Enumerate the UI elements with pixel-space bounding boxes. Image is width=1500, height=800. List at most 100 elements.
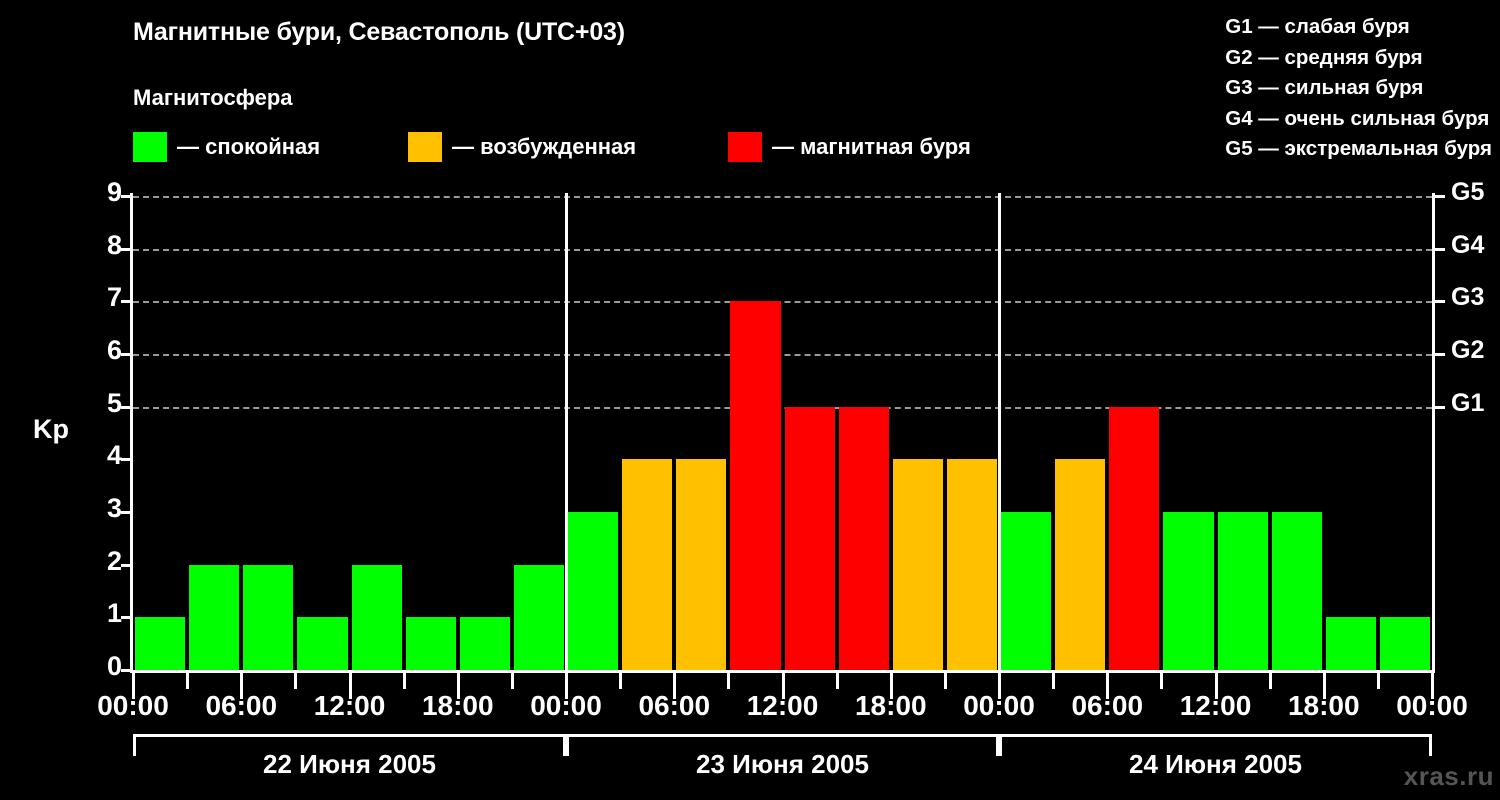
storm-swatch [728,132,762,162]
x-tick-39h [835,673,839,689]
x-tick-54h [1106,673,1110,699]
y-tick-label-2: 2 [106,545,122,576]
magnetosphere-heading: Магнитосфера [133,85,293,110]
y-tick-label-4: 4 [106,440,122,471]
x-tick-label-3: 18:00 [421,690,494,721]
date-bracket-3 [999,734,1432,756]
bar [1109,406,1160,670]
legend-item-0: — спокойная [133,132,408,162]
x-tick-label-7: 18:00 [854,690,927,721]
y-tick-label-8: 8 [106,229,122,260]
x-tick-label-12: 00:00 [1396,690,1468,721]
y-tick-label-0: 0 [106,651,122,681]
quiet-swatch [133,132,167,162]
g-label-G4: G4 [1451,230,1485,259]
x-tick-66h [1322,673,1326,699]
y-tick-label-9: 9 [106,177,122,207]
x-tick-label-4: 00:00 [530,690,602,721]
y-axis-line [130,193,133,673]
bar [568,512,619,670]
bar [730,301,781,670]
x-tick-label-9: 06:00 [1071,690,1144,721]
g-legend-row-2: G2 — средняя буря [1225,45,1423,69]
bar [135,617,186,670]
x-tick-label-2: 12:00 [313,690,386,721]
x-tick-0h [132,673,135,699]
x-tick-36h [781,673,785,699]
page-title: Магнитные бури, Севастополь (UTC+03) [133,18,625,46]
date-label-3: 24 Июня 2005 [1129,749,1302,779]
bar [622,459,673,670]
y-tick-0 [121,669,131,672]
y-tick-label-6: 6 [106,335,122,365]
x-tick-label-11: 18:00 [1287,690,1360,721]
right-axis-line [1432,193,1435,673]
x-tick-15h [402,673,406,689]
g-legend-row-4: G4 — очень сильная буря [1225,106,1490,130]
x-tick-27h [619,673,623,689]
watermark: xras.ru [1403,761,1494,791]
x-tick-33h [727,673,731,689]
bar [297,617,348,670]
bar [838,406,889,670]
x-tick-48h [998,673,1001,699]
g-label-G2: G2 [1451,336,1485,364]
g-tick-G5 [1434,195,1445,198]
bar [892,459,943,670]
y-tick-5 [121,405,131,409]
bar [1271,512,1322,670]
x-tick-label-1: 06:00 [205,690,278,721]
g-tick-G1 [1434,405,1445,409]
bar [1325,617,1376,670]
g-legend-row-5: G5 — экстремальная буря [1225,137,1492,160]
plot-area: Kp 0 1 2 3 4 5 6 7 8 9 G1 G2 G3 G4 G5 00:00 06:00 12:00 18… [33,177,1484,779]
bar [946,459,997,670]
date-label-1: 22 Июня 2005 [263,749,436,779]
date-label-2: 23 Июня 2005 [696,749,869,779]
gridline-kp-9 [133,196,1432,198]
g-legend-row-1: G1 — слабая буря [1225,15,1410,38]
y-tick-8 [121,247,131,251]
y-tick-4 [121,458,131,462]
bar [784,406,835,670]
bar [513,564,564,670]
y-axis-title: Kp [33,414,69,444]
bar [351,564,402,670]
y-tick-label-5: 5 [106,387,122,418]
x-tick-57h [1160,673,1164,689]
y-tick-1 [121,616,131,620]
bar [1163,512,1214,670]
y-tick-label-7: 7 [106,282,122,313]
legend-item-1: — возбужденная [408,132,728,162]
x-tick-30h [673,673,677,699]
x-tick-69h [1376,673,1380,689]
x-tick-12h [348,673,352,699]
day-separator-2 [998,193,1001,670]
x-tick-label-0: 00:00 [97,690,169,721]
y-tick-2 [121,563,131,567]
y-tick-3 [121,511,131,514]
x-tick-21h [510,673,514,689]
gridline-kp-8 [133,248,1432,251]
g-legend-row-3: G3 — сильная буря [1225,76,1424,99]
bar [189,564,240,670]
x-tick-label-10: 12:00 [1179,690,1252,721]
x-tick-24h [565,673,568,699]
gridline-kp-5 [133,406,1432,409]
y-tick-7 [121,300,131,304]
gridline-kp-6 [133,354,1432,356]
bar [405,617,456,670]
legend-item-2: — магнитная буря [728,132,971,162]
x-axis-line [130,670,1435,673]
unsettled-swatch [408,132,442,162]
day-separator-1 [565,193,568,670]
bar [243,564,294,670]
date-bracket-1 [133,734,566,756]
legend-label-1: — возбужденная [452,134,637,159]
bar [1379,617,1430,670]
y-tick-6 [121,353,131,356]
magnetosphere-legend: — спокойная — возбужденная — магнитная бур… [133,132,971,162]
x-tick-45h [943,673,947,689]
bar [1055,459,1106,670]
